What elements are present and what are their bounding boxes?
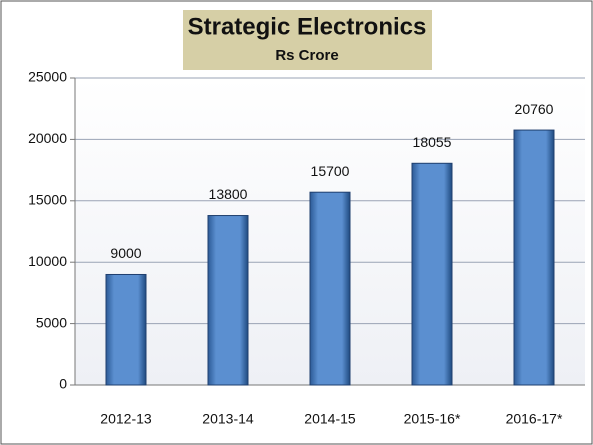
y-tick-label: 10000 <box>28 253 67 269</box>
y-tick-label: 0 <box>59 376 67 392</box>
chart-title: Strategic Electronics <box>188 13 427 40</box>
data-label: 13800 <box>209 186 248 202</box>
data-label: 18055 <box>413 134 452 150</box>
x-tick-label: 2016-17* <box>506 411 563 427</box>
bar <box>207 215 249 386</box>
x-tick-label: 2014-15 <box>304 411 356 427</box>
y-tick-label: 25000 <box>28 69 67 85</box>
bar <box>411 162 453 386</box>
chart-subtitle: Rs Crore <box>275 47 338 64</box>
bar <box>513 129 555 386</box>
y-tick-label: 5000 <box>36 314 67 330</box>
x-tick-label: 2012-13 <box>100 411 152 427</box>
data-label: 15700 <box>311 163 350 179</box>
x-tick-label: 2015-16* <box>404 411 461 427</box>
data-label: 20760 <box>515 101 554 117</box>
y-tick-label: 20000 <box>28 130 67 146</box>
bar <box>105 273 147 386</box>
x-tick-label: 2013-14 <box>202 411 254 427</box>
y-tick-label: 15000 <box>28 192 67 208</box>
data-label: 9000 <box>110 245 141 261</box>
bar <box>309 191 351 386</box>
title-box <box>183 10 432 70</box>
